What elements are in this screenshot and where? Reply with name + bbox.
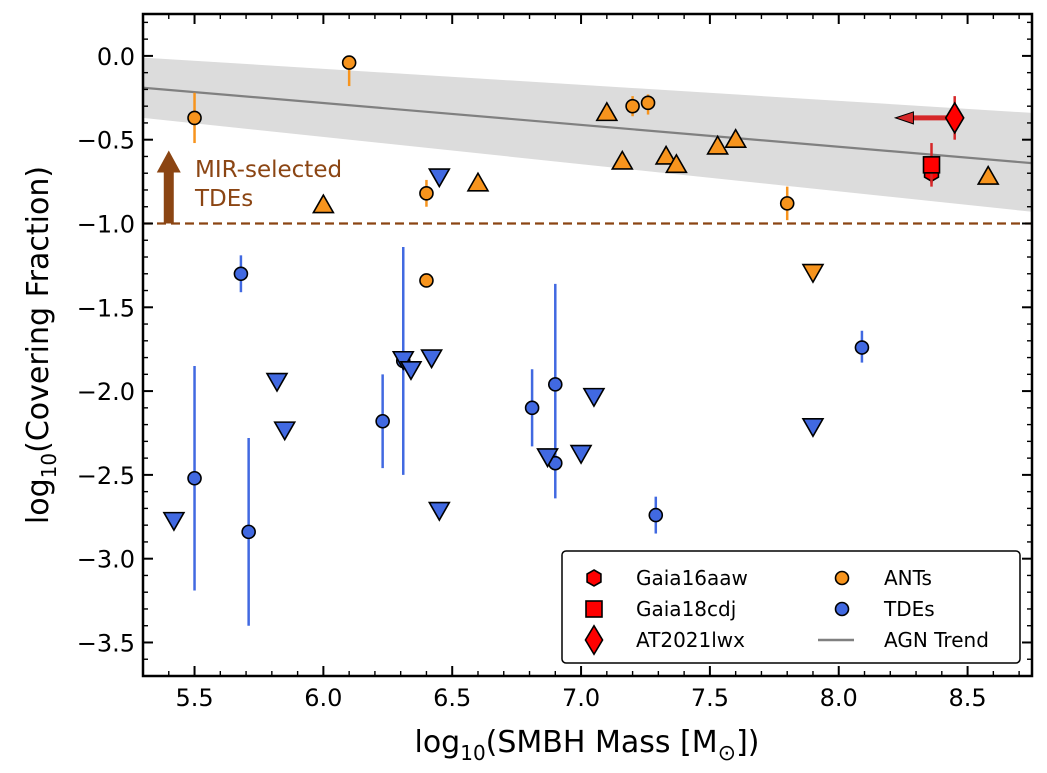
y-tick-label: −3.5 xyxy=(77,629,135,657)
tdes-upper-limits-point-1 xyxy=(265,372,289,393)
x-axis-title: log10(SMBH Mass [M⊙]) xyxy=(414,725,759,766)
y-axis-title-log: log xyxy=(21,478,56,524)
legend-ants-swatch xyxy=(834,570,850,586)
ants-point-1 xyxy=(341,55,357,70)
tdes-upper-limits-point-7 xyxy=(427,501,451,522)
tdes-point-2 xyxy=(241,524,256,540)
gaia18cdj-point-0 xyxy=(922,156,941,174)
legend-gaia18cdj-swatch xyxy=(585,600,603,618)
ants-point-4 xyxy=(625,98,640,114)
ants-upper-limits-point-0 xyxy=(801,263,825,284)
x-tick-label: 6.0 xyxy=(304,684,342,712)
x-tick-label: 5.5 xyxy=(175,684,213,712)
mir-arrow-shaft xyxy=(163,170,174,224)
tdes-point-3 xyxy=(375,413,390,429)
tdes-upper-limits-point-11 xyxy=(801,417,825,438)
x-axis-title-end: ]) xyxy=(736,725,759,760)
agn-trend-band xyxy=(143,57,1032,212)
x-tick-label: 7.0 xyxy=(562,684,600,712)
legend-tdes-label: TDEs xyxy=(883,597,935,621)
tdes-upper-limits-point-2 xyxy=(273,421,297,442)
mir-label-line2: TDEs xyxy=(194,186,253,212)
legend-tdes-swatch xyxy=(834,601,850,617)
agn-band-layer xyxy=(143,57,1032,212)
mir-arrow-head xyxy=(156,150,181,173)
tdes-point-1 xyxy=(233,266,249,282)
tdes-upper-limits-point-9 xyxy=(569,444,593,465)
legend-gaia16aaw-label: Gaia16aaw xyxy=(636,566,748,590)
ants-point-0 xyxy=(187,110,202,126)
y-tick-label: −2.0 xyxy=(77,378,135,406)
tdes-upper-limits-point-4 xyxy=(399,361,423,381)
ants-lower-limits-point-3 xyxy=(610,149,634,170)
x-axis-title-sub: 10 xyxy=(460,741,485,765)
legend: Gaia16aaw ANTs Gaia18cdj TDEs AT2021lwx AGN T… xyxy=(561,550,1021,664)
tdes-upper-limits-point-3 xyxy=(391,350,415,371)
x-axis-title-sun: ⊙ xyxy=(718,741,736,766)
legend-ants-label: ANTs xyxy=(884,566,932,590)
tdes-upper-limits-point-5 xyxy=(420,349,443,370)
y-axis-title-rest: (Covering Fraction) xyxy=(21,166,56,453)
y-tick-label: −1.0 xyxy=(77,210,135,238)
legend-gaia18cdj-label: Gaia18cdj xyxy=(636,597,736,621)
tdes-upper-limits-point-0 xyxy=(162,511,186,532)
tdes-point-5 xyxy=(524,400,540,416)
plot-frame xyxy=(141,12,1034,678)
x-tick-label: 8.5 xyxy=(948,684,986,712)
tdes-upper-limits-point-10 xyxy=(582,387,606,408)
ants-lower-limits-point-4 xyxy=(654,144,678,165)
tdes-point-8 xyxy=(648,507,664,523)
y-axis-title: log10(Covering Fraction) xyxy=(21,166,61,524)
legend-at2021lwx-swatch xyxy=(584,624,604,656)
legend-gaia16aaw-swatch xyxy=(586,569,602,587)
at2021lwx-point-0 xyxy=(944,101,965,135)
ants-point-2 xyxy=(419,186,434,201)
y-tick-label: −3.0 xyxy=(77,546,135,574)
ants-lower-limits-point-2 xyxy=(595,101,619,122)
y-tick-label: −1.5 xyxy=(77,294,135,322)
ants-lower-limits-point-7 xyxy=(724,128,748,148)
x-tick-label: 8.0 xyxy=(820,684,858,712)
tdes-upper-limits-point-8 xyxy=(536,448,559,469)
ants-lower-limits-point-1 xyxy=(466,171,490,192)
ants-lower-limits-point-6 xyxy=(706,134,730,155)
y-tick-label: −2.5 xyxy=(77,462,135,490)
agn-trend-line xyxy=(143,86,1032,165)
x-tick-label: 6.5 xyxy=(433,684,471,712)
axis-ticks: 5.5 6.0 6.5 7.0 7.5 8.0 8.5 0.0 −0.5 −1.0 −1.5 −2.0… xyxy=(77,14,1032,712)
at2021lwx-limit-head xyxy=(893,111,914,125)
tdes-point-0 xyxy=(187,470,202,486)
y-axis-title-sub: 10 xyxy=(37,453,61,478)
mir-annotation: MIR-selected TDEs xyxy=(156,150,342,224)
x-axis-title-rest: (SMBH Mass [M xyxy=(486,725,718,760)
ants-lower-limits-point-5 xyxy=(665,153,688,174)
tdes-point-6 xyxy=(547,377,563,392)
ants-lower-limits-point-0 xyxy=(311,193,335,214)
ants-point-5 xyxy=(640,95,656,111)
x-axis-title-log: log xyxy=(414,725,460,760)
ants-point-3 xyxy=(419,273,434,288)
y-tick-label: 0.0 xyxy=(97,43,135,71)
mir-label-line1: MIR-selected xyxy=(195,157,342,183)
data-points xyxy=(162,55,1000,626)
ants-lower-limits-point-8 xyxy=(976,164,1000,185)
tdes-point-9 xyxy=(854,340,870,355)
ants-point-6 xyxy=(779,196,795,211)
tdes-upper-limits-point-6 xyxy=(427,168,451,189)
x-tick-label: 7.5 xyxy=(691,684,729,712)
legend-agn-trend-label: AGN Trend xyxy=(884,628,989,652)
legend-at2021lwx-label: AT2021lwx xyxy=(636,628,745,652)
legend-box xyxy=(561,550,1021,664)
y-tick-label: −0.5 xyxy=(77,127,135,155)
